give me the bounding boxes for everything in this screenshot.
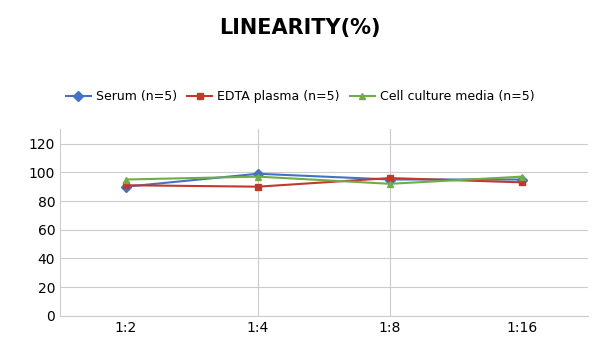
Cell culture media (n=5) xyxy=(122,177,130,182)
EDTA plasma (n=5) xyxy=(386,176,394,180)
Cell culture media (n=5) xyxy=(386,182,394,186)
Serum (n=5) xyxy=(386,177,394,182)
EDTA plasma (n=5) xyxy=(518,180,526,185)
Line: Serum (n=5): Serum (n=5) xyxy=(122,170,526,190)
Serum (n=5) xyxy=(254,172,262,176)
Text: LINEARITY(%): LINEARITY(%) xyxy=(219,18,381,38)
Cell culture media (n=5) xyxy=(254,174,262,179)
EDTA plasma (n=5) xyxy=(122,183,130,187)
Line: EDTA plasma (n=5): EDTA plasma (n=5) xyxy=(122,174,526,190)
Serum (n=5) xyxy=(518,177,526,182)
Line: Cell culture media (n=5): Cell culture media (n=5) xyxy=(122,173,526,187)
Legend: Serum (n=5), EDTA plasma (n=5), Cell culture media (n=5): Serum (n=5), EDTA plasma (n=5), Cell cul… xyxy=(61,85,539,108)
Cell culture media (n=5) xyxy=(518,174,526,179)
Serum (n=5) xyxy=(122,185,130,189)
EDTA plasma (n=5) xyxy=(254,185,262,189)
